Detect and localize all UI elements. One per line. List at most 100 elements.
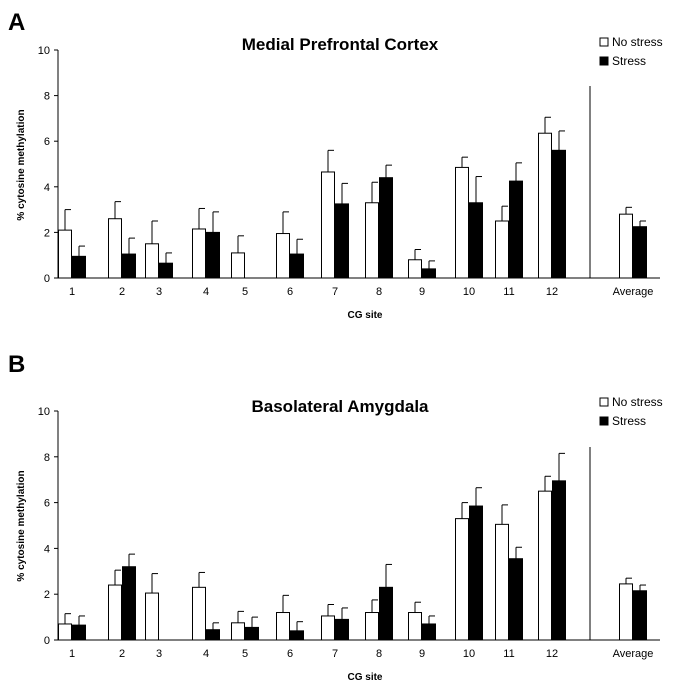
y-tick-label: 6 (44, 136, 50, 148)
y-tick-label: 4 (44, 543, 50, 555)
bar-no-stress (192, 586, 206, 641)
bar-no-stress (365, 202, 379, 279)
y-axis-label-a: % cytosine methylation (16, 109, 27, 220)
y-tick-label: 0 (44, 273, 50, 285)
bar-no-stress (365, 612, 379, 641)
legend-label-stress: Stress (612, 414, 646, 428)
bar-stress (379, 586, 393, 641)
bar-no-stress (276, 612, 290, 641)
x-tick-label: 10 (463, 286, 475, 298)
bar-stress (335, 618, 349, 641)
legend-swatch-stress (599, 416, 609, 426)
bar-no-stress (495, 523, 509, 641)
bar-stress (633, 226, 647, 279)
x-axis-label-a: CG site (347, 310, 382, 321)
panel-b: B Basolateral Amygdala CG site % cytosin… (8, 351, 663, 682)
bar-no-stress (231, 252, 245, 279)
y-tick-label: 8 (44, 452, 50, 464)
bar-stress (72, 255, 86, 279)
bar-no-stress (408, 612, 422, 641)
x-tick-label: 11 (503, 286, 514, 298)
bar-stress (469, 505, 483, 641)
bar-stress (509, 558, 523, 641)
y-tick-label: 10 (38, 406, 50, 418)
bar-stress (335, 203, 349, 279)
x-tick-label: 3 (156, 648, 162, 660)
bar-stress (290, 630, 304, 641)
bar-stress (206, 231, 220, 279)
x-tick-label: Average (613, 286, 654, 298)
bar-no-stress (538, 490, 552, 641)
x-tick-label: 3 (156, 286, 162, 298)
x-tick-label: 2 (119, 286, 125, 298)
bar-no-stress (145, 243, 159, 279)
x-tick-label: 12 (546, 648, 558, 660)
bar-stress (552, 149, 566, 279)
x-tick-label: 8 (376, 648, 382, 660)
x-tick-label: 5 (242, 286, 248, 298)
bar-no-stress (58, 229, 72, 279)
x-tick-label: 9 (419, 648, 425, 660)
legend-a: No stress Stress (599, 35, 663, 68)
bar-no-stress (619, 213, 633, 279)
legend-swatch-no-stress (599, 37, 609, 47)
x-tick-label: 11 (503, 648, 514, 660)
bar-no-stress (108, 584, 122, 641)
x-tick-label: 7 (332, 648, 338, 660)
x-tick-label: 4 (203, 648, 209, 660)
legend-swatch-no-stress (599, 397, 609, 407)
panel-letter-a: A (8, 9, 25, 36)
x-tick-label: 2 (119, 648, 125, 660)
chart-title-b: Basolateral Amygdala (252, 397, 430, 416)
x-tick-label: 10 (463, 648, 475, 660)
bar-no-stress (192, 228, 206, 279)
x-tick-label: 7 (332, 286, 338, 298)
bar-stress (206, 629, 220, 641)
panel-a: A Medial Prefrontal Cortex CG site % cyt… (8, 9, 663, 321)
bar-stress (159, 262, 173, 279)
chart-title-a: Medial Prefrontal Cortex (242, 35, 439, 54)
bar-no-stress (276, 233, 290, 279)
bar-stress (469, 202, 483, 279)
y-tick-label: 6 (44, 498, 50, 510)
y-axis-label-b: % cytosine methylation (16, 470, 27, 581)
bar-stress (290, 253, 304, 279)
legend-label-no-stress: No stress (612, 395, 663, 409)
bar-stress (72, 624, 86, 641)
bar-stress (422, 623, 436, 641)
x-axis-label-b: CG site (347, 672, 382, 682)
x-tick-label: 6 (287, 286, 293, 298)
x-tick-label: 1 (69, 286, 75, 298)
x-tick-label: 1 (69, 648, 75, 660)
y-tick-label: 8 (44, 91, 50, 103)
x-tick-label: 8 (376, 286, 382, 298)
y-tick-label: 0 (44, 635, 50, 647)
x-tick-label: 4 (203, 286, 209, 298)
bar-no-stress (495, 220, 509, 279)
bar-no-stress (145, 592, 159, 641)
bar-no-stress (231, 622, 245, 641)
bar-no-stress (58, 623, 72, 641)
panel-letter-b: B (8, 351, 25, 378)
x-tick-label: Average (613, 648, 654, 660)
x-tick-label: 6 (287, 648, 293, 660)
legend-label-no-stress: No stress (612, 35, 663, 49)
bar-no-stress (408, 259, 422, 279)
bar-stress (633, 590, 647, 641)
bar-no-stress (321, 171, 335, 279)
bar-no-stress (455, 518, 469, 641)
bar-no-stress (619, 583, 633, 641)
bar-no-stress (321, 615, 335, 641)
bar-stress (552, 480, 566, 641)
bar-no-stress (108, 218, 122, 279)
x-tick-label: 5 (242, 648, 248, 660)
bar-stress (422, 268, 436, 279)
bar-stress (509, 180, 523, 279)
bar-stress (245, 626, 259, 641)
legend-swatch-stress (599, 56, 609, 66)
legend-b: No stress Stress (599, 395, 663, 428)
bar-stress (379, 177, 393, 279)
